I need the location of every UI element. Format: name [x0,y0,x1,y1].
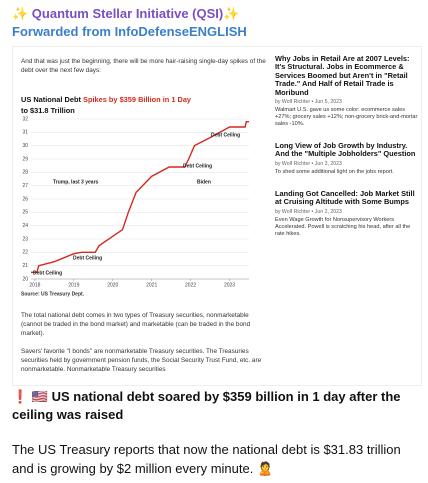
y-tick-label: 25 [22,210,28,216]
sidebar-item[interactable]: Long View of Job Growth by Industry. And… [275,141,419,176]
chart-title: US National Debt Spikes by $359 Billion … [21,95,192,104]
sidebar-snippet: Walmart U.S. gave us some color: ecommer… [275,107,418,128]
title-highlight: Spikes by $359 Billion in 1 Day [83,95,192,104]
y-tick-label: 29 [22,156,28,162]
x-tick-label: 2023 [224,282,235,288]
article-paragraph: Savers' favorite "I bonds" are nonmarket… [21,348,262,373]
sidebar-snippet: Even Wage Growth for Nonsupervisory Work… [275,216,411,237]
y-tick-label: 30 [22,143,28,149]
debt-line [31,120,249,274]
annotation: Debt Ceiling [73,255,102,261]
annotation: Debt Ceiling [211,132,240,138]
y-tick-label: 21 [22,263,28,269]
x-tick-label: 2022 [185,282,196,288]
y-tick-label: 31 [22,130,28,136]
annotation: Biden [197,179,211,185]
article-intro: And that was just the beginning, there w… [21,58,266,74]
annotation: Trump, last 3 years [53,179,99,185]
article-paragraph: The total national debt comes in two typ… [21,312,251,337]
sidebar-headline: Long View of Job Growth by Industry. And… [275,141,416,159]
y-tick-label: 32 [22,116,28,122]
annotation: Debt Ceiling [183,163,212,169]
y-tick-label: 24 [22,223,28,229]
sidebar-headline: Why Jobs in Retail Are at 2007 Levels: I… [275,54,410,97]
title: US National Debt [21,95,81,104]
y-tick-label: 23 [22,236,28,242]
forwarded-from[interactable]: Forwarded from InfoDefenseENGLISH [12,24,247,39]
channel-title[interactable]: ✨ Quantum Stellar Initiative (QSI)✨ [12,6,240,21]
x-tick-label: 2020 [107,282,118,288]
x-tick-label: 2019 [68,282,79,288]
chart: US National Debt Spikes by $359 Billion … [21,95,249,297]
chart-subtitle: to $31.8 Trillion [21,106,75,115]
x-tick-label: 2021 [146,282,157,288]
sidebar-headline: Landing Got Cancelled: Job Market Still … [275,188,415,207]
annotation: Debt Ceiling [33,270,62,276]
y-tick-label: 22 [22,250,28,256]
sidebar-snippet: To shed some additional light on the job… [275,168,394,175]
sidebar-item[interactable]: Landing Got Cancelled: Job Market Still … [275,188,419,238]
sidebar-item[interactable]: Why Jobs in Retail Are at 2007 Levels: I… [275,54,419,128]
y-tick-label: 20 [22,276,28,282]
post-headline: ❗️ 🇺🇸 US national debt soared by $359 bi… [12,389,401,422]
x-tick-label: 2018 [29,282,40,288]
post-body: The US Treasury reports that now the nat… [12,442,401,476]
y-tick-label: 27 [22,183,28,189]
chart-source: Source: US Treasury Dept. [21,291,85,297]
sidebar-byline: by Wolf Richter • Jun 2, 2023 [275,208,342,215]
post-image[interactable]: And that was just the beginning, there w… [12,46,422,386]
sidebar-byline: by Wolf Richter • Jun 5, 2023 [275,99,342,106]
sidebar-byline: by Wolf Richter • Jun 3, 2023 [275,160,342,167]
y-tick-label: 28 [22,170,28,176]
sidebar: Why Jobs in Retail Are at 2007 Levels: I… [275,54,419,238]
y-tick-label: 26 [22,196,28,202]
